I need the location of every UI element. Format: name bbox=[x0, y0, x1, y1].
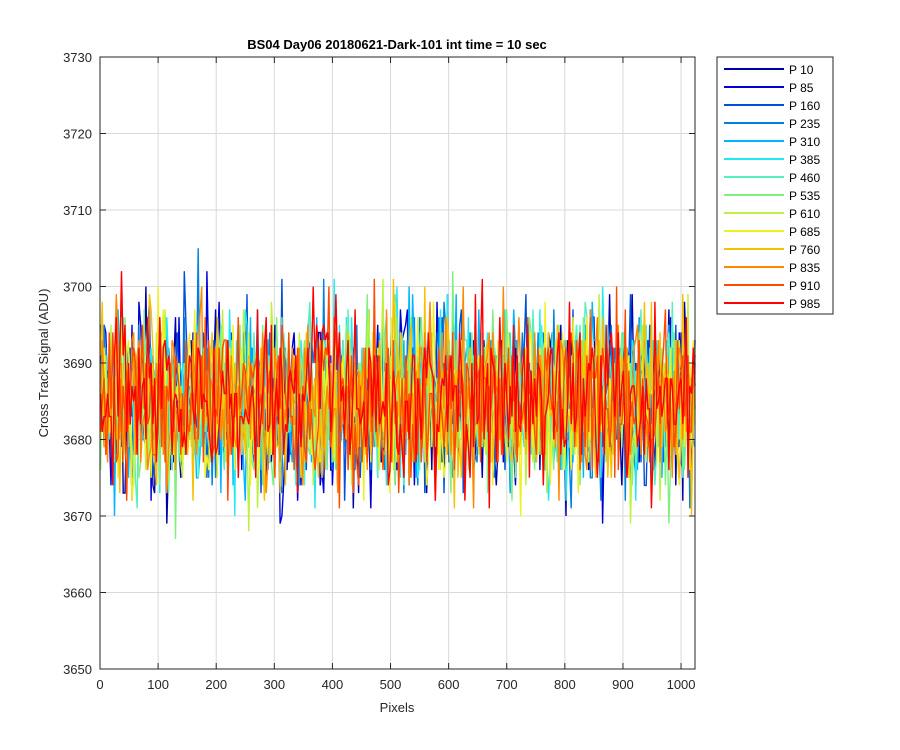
y-tick-label: 3700 bbox=[63, 280, 92, 295]
legend-entry: P 610 bbox=[789, 207, 820, 221]
legend-entry: P 760 bbox=[789, 243, 820, 257]
x-axis-label: Pixels bbox=[380, 700, 415, 715]
y-tick-label: 3730 bbox=[63, 50, 92, 65]
x-tick-label: 800 bbox=[554, 677, 576, 692]
legend-entry: P 160 bbox=[789, 99, 820, 113]
series-line bbox=[99, 271, 696, 540]
legend: P 10 P 85 P 160 P 235 P 310 P 385 P 460 P 535 P … bbox=[716, 56, 834, 315]
axis-ticks: 0 100 200 300 400 500 600 700 800 900 1000 3650 3660… bbox=[63, 50, 695, 692]
x-tick-label: 100 bbox=[147, 677, 169, 692]
x-tick-label: 900 bbox=[612, 677, 634, 692]
series-line bbox=[99, 286, 696, 509]
x-tick-label: 200 bbox=[205, 677, 227, 692]
x-tick-label: 300 bbox=[263, 677, 285, 692]
legend-entry: P 535 bbox=[789, 189, 820, 203]
y-axis-label: Cross Track Signal (ADU) bbox=[36, 289, 51, 438]
legend-entry: P 910 bbox=[789, 279, 820, 293]
x-tick-label: 400 bbox=[322, 677, 344, 692]
x-tick-label: 700 bbox=[496, 677, 518, 692]
legend-entry: P 235 bbox=[789, 117, 820, 131]
x-tick-label: 600 bbox=[438, 677, 460, 692]
y-tick-label: 3650 bbox=[63, 662, 92, 677]
legend-entry: P 835 bbox=[789, 261, 820, 275]
legend-entry: P 985 bbox=[789, 297, 820, 311]
series-line bbox=[99, 278, 695, 509]
y-tick-label: 3720 bbox=[63, 127, 92, 142]
y-tick-label: 3660 bbox=[63, 586, 92, 601]
chart-title: BS04 Day06 20180621-Dark-101 int time = … bbox=[247, 37, 547, 52]
legend-box bbox=[716, 56, 834, 315]
series-line bbox=[99, 271, 696, 509]
x-tick-label: 1000 bbox=[667, 677, 696, 692]
legend-entry: P 685 bbox=[789, 225, 820, 239]
y-tick-label: 3680 bbox=[63, 433, 92, 448]
legend-entry: P 85 bbox=[789, 81, 814, 95]
legend-entry: P 385 bbox=[789, 153, 820, 167]
y-tick-label: 3710 bbox=[63, 203, 92, 218]
x-tick-label: 500 bbox=[380, 677, 402, 692]
legend-entry: P 460 bbox=[789, 171, 820, 185]
legend-entry: P 10 bbox=[789, 63, 814, 77]
y-tick-label: 3690 bbox=[63, 356, 92, 371]
x-tick-label: 0 bbox=[96, 677, 103, 692]
legend-entry: P 310 bbox=[789, 135, 820, 149]
data-series bbox=[99, 248, 696, 540]
y-tick-label: 3670 bbox=[63, 509, 92, 524]
